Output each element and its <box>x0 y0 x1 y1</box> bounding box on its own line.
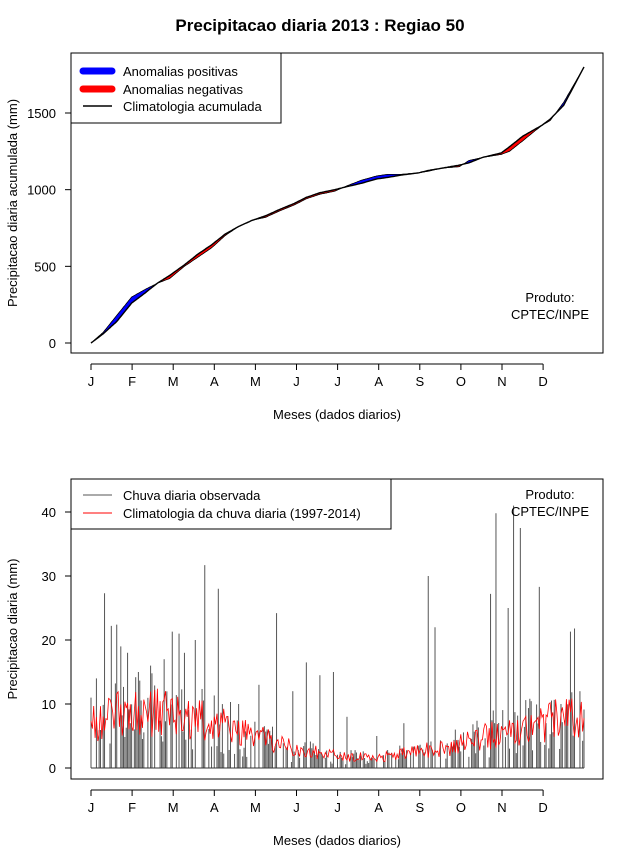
legend-label: Anomalias negativas <box>123 82 243 97</box>
x-tick-label: F <box>128 800 136 815</box>
x-axis-label: Meses (dados diarios) <box>273 833 401 848</box>
y-tick-label: 0 <box>49 761 56 776</box>
x-tick-label: J <box>334 800 341 815</box>
y-tick-label: 1000 <box>27 183 56 198</box>
daily-precip-chart: 0 10 20 30 40 Precipitacao diaria (mm) J F M A M J J… <box>5 478 604 848</box>
x-tick-label: A <box>210 800 219 815</box>
y-tick-label: 0 <box>49 336 56 351</box>
x-tick-label: F <box>128 374 136 389</box>
x-tick-label: A <box>374 800 383 815</box>
y-tick-label: 500 <box>34 259 56 274</box>
x-tick-label: J <box>88 374 95 389</box>
x-tick-label: O <box>456 800 466 815</box>
x-tick-label: J <box>293 800 300 815</box>
x-tick-label: J <box>88 800 95 815</box>
legend-label: Chuva diaria observada <box>123 488 261 503</box>
x-tick-label: M <box>250 800 261 815</box>
observed-cumulative-line <box>90 66 585 344</box>
product-label: Produto: <box>525 487 574 502</box>
cumulative-precip-chart: 0 500 1000 1500 Precipitacao diaria acumulad… <box>5 52 604 422</box>
x-tick-label: A <box>374 374 383 389</box>
y-tick-label: 10 <box>42 697 56 712</box>
x-tick-label: M <box>168 800 179 815</box>
x-tick-label: S <box>415 374 424 389</box>
legend-label: Anomalias positivas <box>123 64 238 79</box>
legend-box <box>70 478 392 530</box>
x-tick-label: J <box>293 374 300 389</box>
y-tick-label: 40 <box>42 505 56 520</box>
x-tick-label: D <box>538 800 547 815</box>
x-tick-label: O <box>456 374 466 389</box>
x-tick-label: N <box>497 374 506 389</box>
x-tick-label: A <box>210 374 219 389</box>
legend-label: Climatologia da chuva diaria (1997-2014) <box>123 506 361 521</box>
legend-label: Climatologia acumulada <box>123 99 263 114</box>
y-tick-label: 1500 <box>27 106 56 121</box>
x-tick-label: M <box>168 374 179 389</box>
x-tick-label: N <box>497 800 506 815</box>
product-label: Produto: <box>525 290 574 305</box>
product-source: CPTEC/INPE <box>511 307 589 322</box>
x-tick-label: M <box>250 374 261 389</box>
y-tick-label: 20 <box>42 633 56 648</box>
page-title: Precipitacao diaria 2013 : Regiao 50 <box>175 16 465 35</box>
y-axis-label: Precipitacao diaria (mm) <box>5 559 20 700</box>
climatology-daily-line <box>90 688 585 763</box>
x-tick-label: D <box>538 374 547 389</box>
y-axis-label: Precipitacao diaria acumulada (mm) <box>5 99 20 307</box>
y-tick-label: 30 <box>42 569 56 584</box>
x-tick-label: S <box>415 800 424 815</box>
climatology-cumulative-line <box>90 66 585 344</box>
product-source: CPTEC/INPE <box>511 504 589 519</box>
x-axis-label: Meses (dados diarios) <box>273 407 401 422</box>
x-tick-label: J <box>334 374 341 389</box>
